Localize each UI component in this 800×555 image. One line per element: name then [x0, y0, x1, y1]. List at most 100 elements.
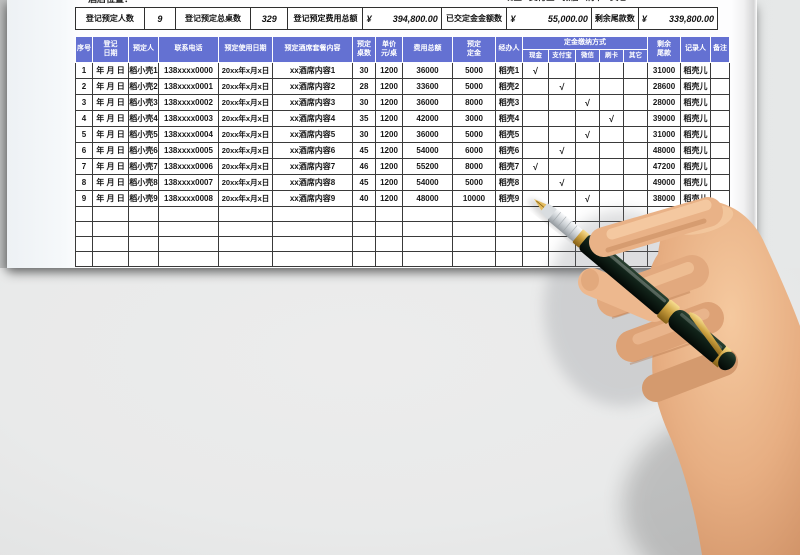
summary-label-tables: 登记预定总桌数 — [176, 8, 251, 29]
cell-empty — [548, 206, 576, 222]
cell-payment-cash — [522, 174, 549, 191]
cell-deposit: 8000 — [452, 94, 496, 111]
cell-empty — [128, 206, 159, 222]
cell-no: 1 — [75, 62, 93, 79]
cell-date: 年 月 日 — [92, 94, 129, 111]
clipped-label-alipay: 支付宝 — [529, 0, 555, 3]
header-payment-group: 定金缴纳方式 — [521, 36, 649, 50]
cell-payment-cash — [522, 190, 549, 207]
cell-tables: 40 — [352, 190, 376, 207]
cell-date: 年 月 日 — [92, 62, 129, 79]
cell-phone: 138xxxx0004 — [158, 126, 219, 143]
cell-empty — [599, 221, 624, 237]
cell-use-date: 20xx年x月x日 — [218, 142, 273, 159]
cell-use-date: 20xx年x月x日 — [218, 174, 273, 191]
cell-empty — [92, 251, 129, 267]
cell-empty — [452, 236, 496, 252]
header-no: 序号 — [75, 36, 93, 63]
cell-payment-other — [622, 94, 649, 111]
cell-note — [710, 62, 731, 79]
currency-symbol: ¥ — [366, 13, 372, 24]
cell-date: 年 月 日 — [92, 110, 129, 127]
cell-payment-other — [622, 78, 649, 95]
cell-payment-other — [622, 110, 649, 127]
cell-empty — [575, 206, 600, 222]
cell-remaining: 39000 — [647, 110, 682, 127]
cell-total: 36000 — [402, 126, 453, 143]
header-person: 预定人 — [128, 36, 159, 63]
cell-empty — [548, 236, 576, 252]
cell-empty — [218, 206, 273, 222]
cell-content: xx酒席内容8 — [272, 174, 353, 191]
cell-empty — [622, 206, 649, 222]
cell-note — [710, 94, 731, 111]
cell-empty — [92, 236, 129, 252]
cell-recorder: 稻壳儿 — [680, 62, 712, 79]
header-payment-other: 其它 — [622, 49, 649, 63]
cell-remaining: 49000 — [647, 174, 682, 191]
cell-empty — [272, 206, 353, 222]
cell-date: 年 月 日 — [92, 190, 129, 207]
cell-recorder: 稻壳儿 — [680, 94, 712, 111]
cell-handler: 稻壳2 — [495, 78, 523, 95]
cell-content: xx酒席内容4 — [272, 110, 353, 127]
cell-payment-other — [622, 174, 649, 191]
cell-phone: 138xxxx0002 — [158, 94, 219, 111]
cell-payment-card-checked: √ — [599, 110, 624, 127]
cell-payment-card — [599, 142, 624, 159]
cell-deposit: 3000 — [452, 110, 496, 127]
cell-empty — [92, 206, 129, 222]
cell-empty — [622, 236, 649, 252]
empty-table-row — [75, 221, 731, 237]
cell-payment-wechat — [575, 174, 600, 191]
cell-payment-wechat — [575, 110, 600, 127]
cell-content: xx酒席内容2 — [272, 78, 353, 95]
cell-use-date: 20xx年x月x日 — [218, 190, 273, 207]
cell-empty — [495, 251, 523, 267]
cell-person: 稻小壳2 — [128, 78, 159, 95]
cell-payment-card — [599, 126, 624, 143]
cell-unit-price: 1200 — [375, 110, 403, 127]
cell-payment-wechat-checked: √ — [575, 190, 600, 207]
cell-recorder: 稻壳儿 — [680, 174, 712, 191]
summary-label-total-fee: 登记预定费用总额 — [288, 8, 364, 29]
cell-empty — [680, 206, 712, 222]
cell-empty — [375, 206, 403, 222]
cell-payment-other — [622, 126, 649, 143]
header-tables: 预定 桌数 — [352, 36, 376, 63]
cell-empty — [402, 206, 453, 222]
header-use-date: 预定使用日期 — [218, 36, 273, 63]
cell-tables: 30 — [352, 62, 376, 79]
cell-empty — [352, 251, 376, 267]
cell-person: 稻小壳7 — [128, 158, 159, 175]
cell-empty — [710, 236, 731, 252]
header-deposit: 预定 定金 — [452, 36, 496, 63]
summary-value-people: 9 — [145, 8, 176, 29]
cell-empty — [218, 236, 273, 252]
cell-no: 3 — [75, 94, 93, 111]
cell-person: 稻小壳9 — [128, 190, 159, 207]
cell-empty — [272, 236, 353, 252]
cell-note — [710, 78, 731, 95]
header-payment-wechat: 微信 — [575, 49, 600, 63]
cell-payment-card — [599, 62, 624, 79]
cell-use-date: 20xx年x月x日 — [218, 62, 273, 79]
cell-empty — [75, 221, 93, 237]
cell-content: xx酒席内容5 — [272, 126, 353, 143]
cell-deposit: 5000 — [452, 126, 496, 143]
cell-unit-price: 1200 — [375, 190, 403, 207]
cell-empty — [402, 236, 453, 252]
cell-empty — [375, 236, 403, 252]
cell-empty — [495, 206, 523, 222]
cell-payment-alipay — [548, 94, 576, 111]
cell-empty — [452, 221, 496, 237]
cell-empty — [575, 236, 600, 252]
cell-empty — [522, 236, 549, 252]
cell-unit-price: 1200 — [375, 94, 403, 111]
cell-person: 稻小壳8 — [128, 174, 159, 191]
cell-empty — [158, 206, 219, 222]
cell-empty — [680, 221, 712, 237]
